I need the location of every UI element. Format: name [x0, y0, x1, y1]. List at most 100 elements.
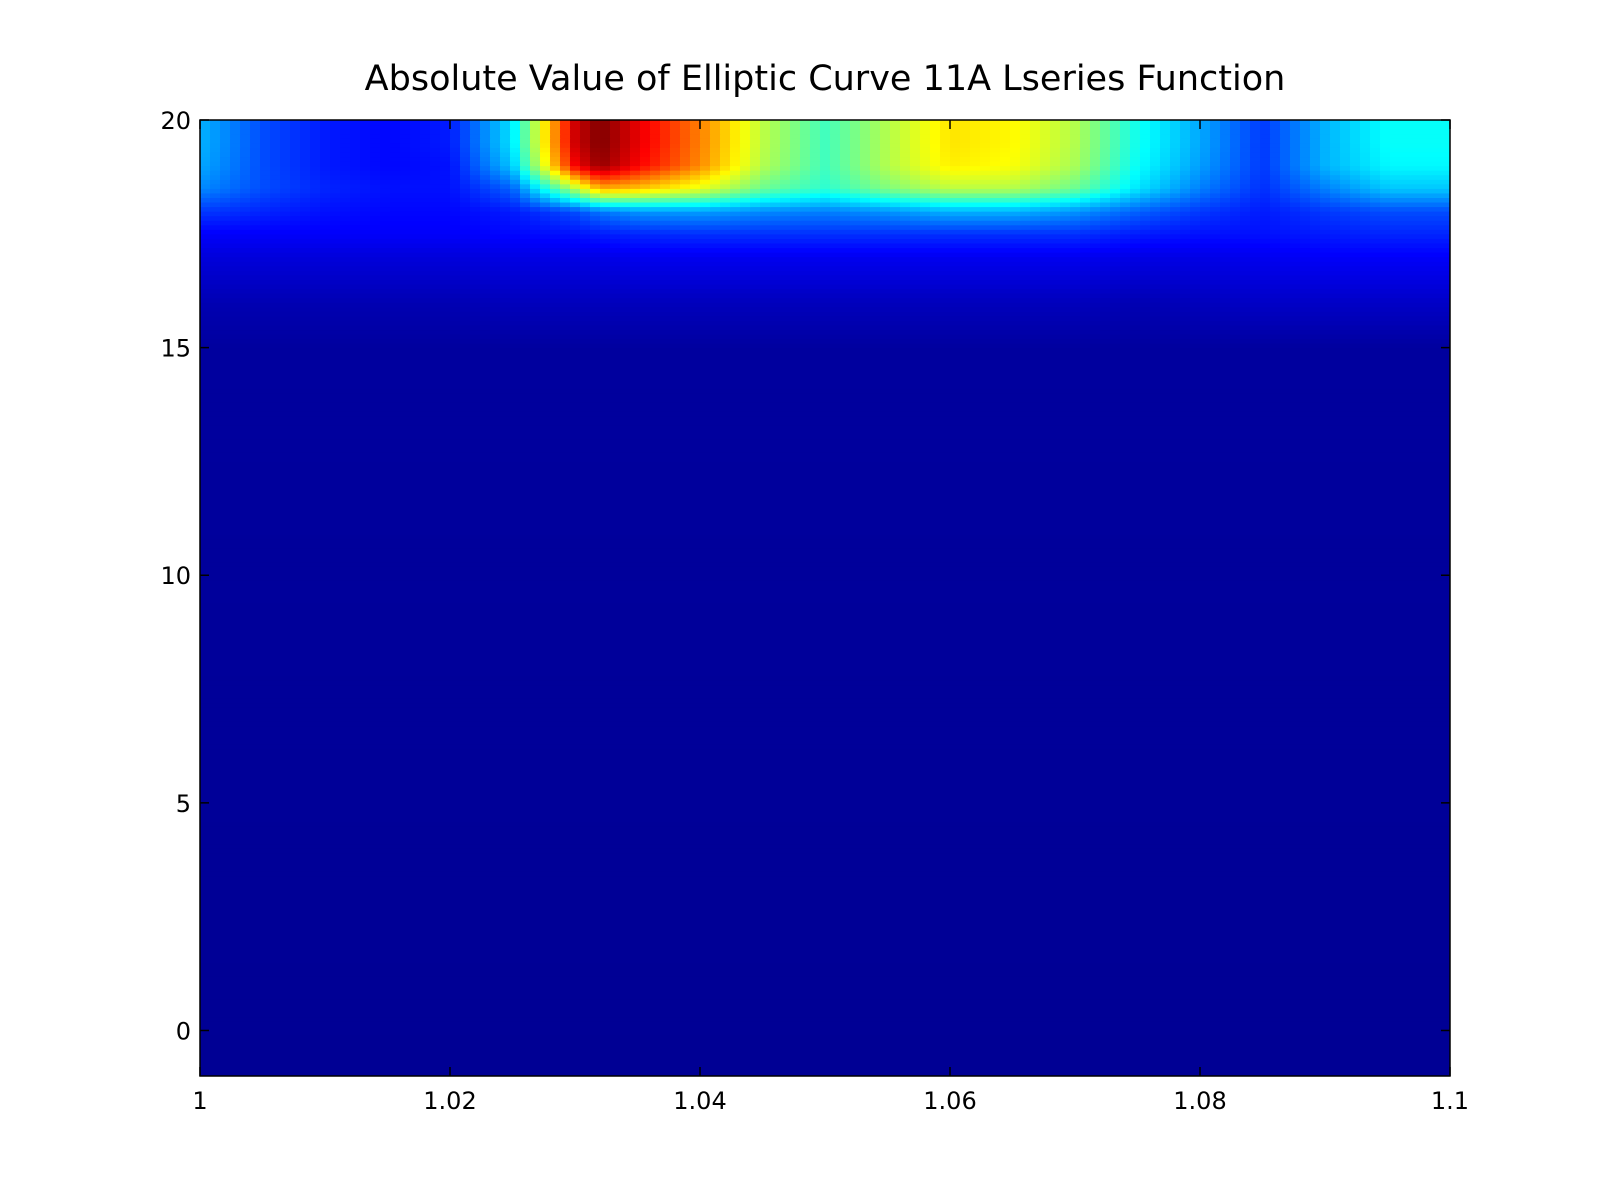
heatmap-cell: [400, 921, 411, 926]
heatmap-cell: [1110, 971, 1121, 976]
heatmap-cell: [760, 1003, 771, 1008]
heatmap-cell: [300, 958, 311, 963]
heatmap-cell: [290, 962, 301, 967]
heatmap-cell: [670, 967, 681, 972]
heatmap-cell: [430, 971, 441, 976]
heatmap-cell: [1130, 1067, 1141, 1072]
heatmap-cell: [880, 1021, 891, 1026]
heatmap-cell: [690, 939, 701, 944]
heatmap-cell: [1290, 912, 1301, 917]
heatmap-cell: [600, 1049, 611, 1054]
heatmap-cell: [200, 903, 211, 908]
heatmap-cell: [720, 917, 731, 922]
heatmap-cell: [580, 1017, 591, 1022]
heatmap-cell: [650, 1017, 661, 1022]
heatmap-cell: [340, 926, 351, 931]
heatmap-cell: [1390, 898, 1401, 903]
heatmap-cell: [420, 903, 431, 908]
heatmap-cell: [850, 1021, 861, 1026]
heatmap-cell: [1140, 953, 1151, 958]
heatmap-cell: [500, 1012, 511, 1017]
heatmap-cell: [1230, 953, 1241, 958]
heatmap-cell: [1090, 894, 1101, 899]
heatmap-cell: [640, 958, 651, 963]
heatmap-cell: [590, 962, 601, 967]
heatmap-cell: [1250, 930, 1261, 935]
heatmap-cell: [720, 1035, 731, 1040]
heatmap-cell: [540, 935, 551, 940]
heatmap-cell: [780, 1017, 791, 1022]
heatmap-cell: [1230, 944, 1241, 949]
heatmap-cell: [910, 962, 921, 967]
heatmap-cell: [1290, 1030, 1301, 1035]
heatmap-cell: [1420, 903, 1431, 908]
heatmap-cell: [530, 1012, 541, 1017]
heatmap-cell: [790, 926, 801, 931]
heatmap-cell: [1140, 1049, 1151, 1054]
heatmap-cell: [430, 935, 441, 940]
heatmap-cell: [1100, 1049, 1111, 1054]
heatmap-cell: [430, 1035, 441, 1040]
heatmap-cell: [950, 999, 961, 1004]
heatmap-cell: [1140, 903, 1151, 908]
heatmap-cell: [390, 953, 401, 958]
heatmap-cell: [1260, 1003, 1271, 1008]
heatmap-cell: [200, 962, 211, 967]
heatmap-cell: [410, 917, 421, 922]
heatmap-cell: [1310, 912, 1321, 917]
heatmap-cell: [430, 898, 441, 903]
heatmap-cell: [1140, 967, 1151, 972]
heatmap-cell: [970, 1035, 981, 1040]
heatmap-cell: [1180, 976, 1191, 981]
heatmap-cell: [540, 994, 551, 999]
heatmap-cell: [1140, 958, 1151, 963]
heatmap-cell: [450, 962, 461, 967]
heatmap-cell: [1230, 935, 1241, 940]
heatmap-cell: [690, 999, 701, 1004]
heatmap-cell: [960, 1035, 971, 1040]
heatmap-cell: [1350, 985, 1361, 990]
heatmap-cell: [1010, 976, 1021, 981]
heatmap-cell: [890, 953, 901, 958]
heatmap-cell: [1040, 1035, 1051, 1040]
heatmap-cell: [940, 971, 951, 976]
heatmap-cell: [1210, 894, 1221, 899]
heatmap-cell: [1330, 985, 1341, 990]
heatmap-cell: [1420, 930, 1431, 935]
heatmap-cell: [280, 1058, 291, 1063]
heatmap-cell: [550, 1067, 561, 1072]
heatmap-cell: [910, 999, 921, 1004]
heatmap-cell: [200, 958, 211, 963]
heatmap-cell: [340, 976, 351, 981]
heatmap-cell: [1170, 962, 1181, 967]
heatmap-cell: [840, 1003, 851, 1008]
heatmap-cell: [570, 912, 581, 917]
heatmap-cell: [1360, 980, 1371, 985]
heatmap-cell: [1150, 898, 1161, 903]
heatmap-cell: [570, 976, 581, 981]
heatmap-cell: [910, 1008, 921, 1013]
heatmap-cell: [280, 1040, 291, 1045]
heatmap-cell: [410, 1035, 421, 1040]
heatmap-cell: [980, 990, 991, 995]
heatmap-cell: [1170, 971, 1181, 976]
heatmap-cell: [1330, 939, 1341, 944]
heatmap-cell: [700, 908, 711, 913]
heatmap-cell: [940, 999, 951, 1004]
heatmap-cell: [1240, 980, 1251, 985]
heatmap-cell: [390, 944, 401, 949]
heatmap-cell: [1240, 912, 1251, 917]
heatmap-cell: [930, 971, 941, 976]
heatmap-cell: [730, 980, 741, 985]
heatmap-cell: [650, 971, 661, 976]
heatmap-cell: [1410, 903, 1421, 908]
heatmap-cell: [1180, 935, 1191, 940]
heatmap-cell: [1340, 926, 1351, 931]
heatmap-cell: [860, 1021, 871, 1026]
heatmap-cell: [1190, 967, 1201, 972]
heatmap-cell: [1370, 1021, 1381, 1026]
heatmap-cell: [1140, 1053, 1151, 1058]
heatmap-cell: [310, 976, 321, 981]
heatmap-cell: [310, 898, 321, 903]
heatmap-cell: [1250, 999, 1261, 1004]
